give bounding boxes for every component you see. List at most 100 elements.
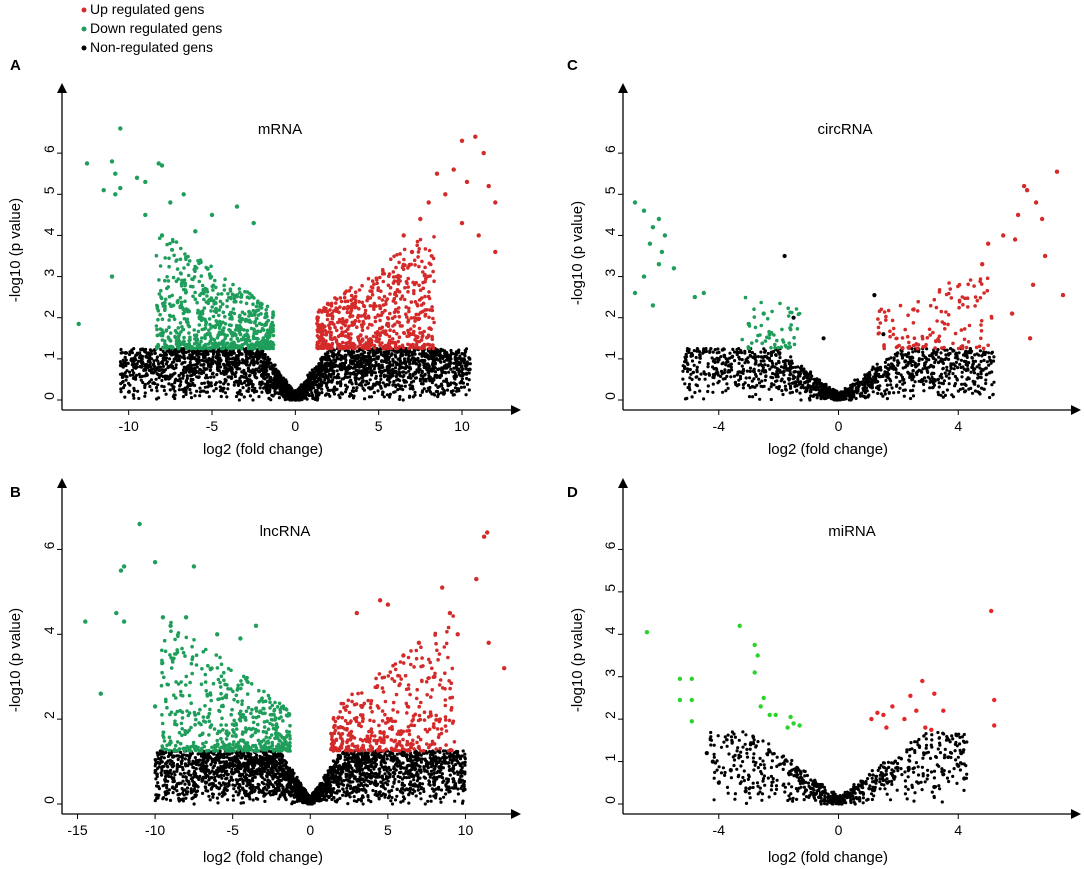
point-non-regulated	[209, 381, 213, 385]
point-non-regulated	[260, 390, 264, 394]
point-down-regulated	[199, 339, 203, 344]
point-non-regulated	[458, 361, 463, 365]
point-non-regulated	[301, 393, 306, 397]
point-non-regulated	[222, 371, 226, 375]
point-up-regulated	[349, 293, 354, 298]
panel-a-y-tick-label: 6	[41, 145, 57, 153]
point-non-regulated	[407, 354, 411, 358]
point-non-regulated	[320, 387, 324, 391]
point-non-regulated	[195, 389, 199, 393]
point-non-regulated	[436, 385, 440, 389]
point-non-regulated	[455, 351, 459, 355]
point-up-regulated	[414, 342, 419, 347]
point-non-regulated	[214, 387, 218, 391]
point-down-regulated	[185, 342, 189, 347]
point-up-regulated	[356, 345, 360, 349]
point-non-regulated	[202, 350, 206, 354]
point-non-regulated	[429, 350, 433, 354]
point-non-regulated	[351, 386, 356, 390]
point-non-regulated	[344, 387, 348, 391]
point-up-regulated	[357, 299, 361, 304]
point-down-regulated	[155, 327, 159, 332]
point-non-regulated	[149, 369, 153, 373]
point-non-regulated	[431, 350, 435, 354]
point-non-regulated	[463, 354, 467, 358]
point-non-regulated	[273, 369, 278, 373]
point-non-regulated	[230, 376, 234, 380]
point-non-regulated	[364, 379, 369, 383]
point-up-regulated	[357, 319, 361, 324]
point-non-regulated	[137, 396, 141, 401]
point-up-regulated	[330, 314, 335, 319]
point-non-regulated	[398, 371, 402, 375]
point-non-regulated	[264, 384, 269, 388]
point-non-regulated	[180, 388, 184, 392]
point-non-regulated	[307, 393, 311, 397]
point-non-regulated	[354, 388, 358, 393]
point-non-regulated	[420, 369, 424, 373]
point-down-regulated	[201, 287, 205, 292]
point-down-regulated	[168, 339, 173, 343]
point-non-regulated	[234, 394, 239, 399]
legend: Up regulated gens Down regulated gens No…	[81, 1, 222, 55]
point-non-regulated	[121, 380, 125, 384]
point-non-regulated	[313, 376, 318, 380]
point-non-regulated	[208, 368, 212, 373]
point-up-regulated	[362, 304, 367, 309]
point-non-regulated	[184, 367, 188, 371]
point-non-regulated	[433, 370, 438, 374]
point-non-regulated	[216, 352, 220, 356]
point-non-regulated	[457, 368, 461, 372]
point-down-regulated	[211, 314, 216, 319]
point-up-regulated	[419, 303, 424, 307]
point-non-regulated	[218, 362, 222, 366]
point-non-regulated	[321, 366, 325, 371]
point-non-regulated	[459, 385, 463, 389]
point-down-regulated	[221, 310, 226, 315]
point-non-regulated	[425, 389, 429, 393]
point-non-regulated	[453, 386, 458, 390]
point-up-regulated	[339, 326, 344, 330]
point-non-regulated	[362, 360, 366, 364]
point-up-regulated	[388, 292, 392, 296]
point-non-regulated	[333, 364, 337, 368]
point-down-regulated	[256, 299, 260, 304]
point-non-regulated	[163, 374, 167, 378]
point-non-regulated	[253, 375, 257, 379]
point-up-regulated	[368, 304, 373, 308]
point-non-regulated	[337, 364, 341, 368]
point-non-regulated	[441, 355, 445, 359]
point-up-regulated	[382, 272, 387, 276]
point-non-regulated	[282, 395, 286, 399]
point-non-regulated	[233, 364, 237, 368]
point-up-regulated	[338, 296, 343, 300]
point-up-regulated	[383, 308, 387, 313]
point-down-regulated	[181, 327, 185, 332]
point-non-regulated	[161, 362, 165, 366]
point-non-regulated	[468, 367, 472, 372]
point-non-regulated	[143, 394, 147, 398]
panel-a-x-tick-label: -10	[119, 418, 139, 434]
point-non-regulated	[131, 373, 135, 377]
point-non-regulated	[320, 374, 324, 378]
point-non-regulated	[170, 353, 174, 357]
point-non-regulated	[308, 371, 312, 375]
point-down-regulated	[195, 300, 199, 305]
point-non-regulated	[336, 352, 340, 356]
point-up-regulated	[380, 298, 385, 302]
point-down-regulated	[184, 319, 189, 324]
point-non-regulated	[192, 367, 196, 371]
point-non-regulated	[411, 385, 415, 389]
point-down-regulated	[173, 335, 178, 340]
point-up-regulated	[420, 296, 424, 300]
point-up-regulated	[348, 315, 352, 319]
point-non-regulated	[134, 377, 138, 381]
point-down-regulated	[197, 316, 202, 321]
point-down-regulated	[180, 278, 184, 283]
panel-b-y-tick-label: 0	[41, 796, 57, 804]
point-non-regulated	[346, 802, 350, 806]
point-down-regulated	[271, 323, 276, 328]
point-up-regulated	[424, 276, 428, 281]
point-non-regulated	[361, 380, 365, 384]
point-non-regulated	[203, 376, 208, 380]
